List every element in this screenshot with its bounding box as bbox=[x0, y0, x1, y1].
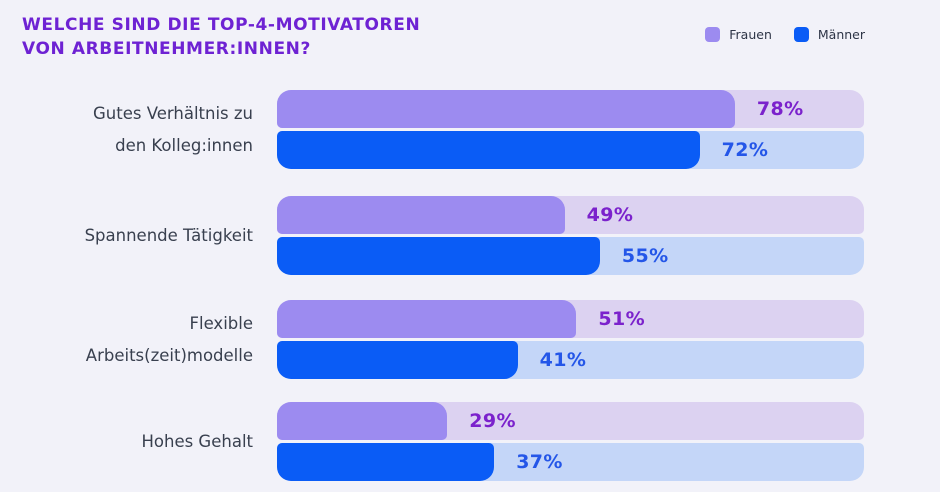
frauen-bar-fill bbox=[277, 196, 565, 234]
maenner-value-label: 41% bbox=[539, 349, 587, 371]
maenner-bar-fill bbox=[277, 237, 600, 275]
maenner-value-label: 72% bbox=[721, 139, 769, 161]
frauen-bar-track: 29% bbox=[277, 402, 864, 440]
maenner-bar-fill bbox=[277, 341, 518, 379]
legend-item-frauen: Frauen bbox=[705, 27, 772, 42]
maenner-value-label: 55% bbox=[621, 245, 669, 267]
frauen-value-label: 78% bbox=[756, 98, 804, 120]
bar-pair: 49% 55% bbox=[277, 196, 864, 275]
chart-title: WELCHE SIND DIE TOP-4-MOTIVATOREN VON AR… bbox=[22, 13, 420, 61]
maenner-bar-fill bbox=[277, 131, 700, 169]
bar-group-flexibilitaet: Flexible Arbeits(zeit)modelle 51% 41% bbox=[0, 300, 940, 379]
category-label: Hohes Gehalt bbox=[0, 426, 253, 458]
category-label-line: Flexible bbox=[189, 313, 254, 333]
category-label-line: Gutes Verhältnis zu bbox=[93, 103, 253, 123]
maenner-bar-track: 72% bbox=[277, 131, 864, 169]
category-label: Gutes Verhältnis zu den Kolleg:innen bbox=[0, 98, 253, 162]
bar-chart: Gutes Verhältnis zu den Kolleg:innen 78%… bbox=[0, 90, 940, 481]
maenner-bar-track: 55% bbox=[277, 237, 864, 275]
frauen-bar-track: 78% bbox=[277, 90, 864, 128]
frauen-color-swatch bbox=[705, 27, 721, 42]
bar-group-kollegen: Gutes Verhältnis zu den Kolleg:innen 78%… bbox=[0, 90, 940, 169]
bar-pair: 51% 41% bbox=[277, 300, 864, 379]
chart-title-line-1: WELCHE SIND DIE TOP-4-MOTIVATOREN bbox=[22, 15, 421, 35]
bar-group-gehalt: Hohes Gehalt 29% 37% bbox=[0, 402, 940, 481]
category-label-line: Hohes Gehalt bbox=[141, 431, 253, 451]
legend-item-maenner: Männer bbox=[793, 27, 865, 42]
legend-label-frauen: Frauen bbox=[729, 27, 772, 42]
frauen-bar-fill bbox=[277, 90, 735, 128]
maenner-color-swatch bbox=[793, 27, 809, 42]
category-label: Flexible Arbeits(zeit)modelle bbox=[0, 308, 253, 372]
legend: Frauen Männer bbox=[705, 27, 865, 42]
chart-title-line-2: VON ARBEITNEHMER:INNEN? bbox=[22, 39, 311, 59]
frauen-value-label: 29% bbox=[469, 410, 516, 432]
frauen-bar-track: 49% bbox=[277, 196, 864, 234]
frauen-value-label: 51% bbox=[598, 308, 646, 330]
bar-group-taetigkeit: Spannende Tätigkeit 49% 55% bbox=[0, 196, 940, 275]
frauen-bar-fill bbox=[277, 300, 577, 338]
bar-pair: 78% 72% bbox=[277, 90, 864, 169]
maenner-bar-fill bbox=[277, 443, 495, 481]
maenner-bar-track: 41% bbox=[277, 341, 864, 379]
category-label-line: Arbeits(zeit)modelle bbox=[85, 345, 253, 365]
frauen-bar-track: 51% bbox=[277, 300, 864, 338]
maenner-bar-track: 37% bbox=[277, 443, 864, 481]
frauen-bar-fill bbox=[277, 402, 448, 440]
category-label-line: Spannende Tätigkeit bbox=[84, 225, 253, 245]
maenner-value-label: 37% bbox=[516, 451, 563, 473]
frauen-value-label: 49% bbox=[586, 204, 634, 226]
category-label: Spannende Tätigkeit bbox=[0, 220, 253, 252]
legend-label-maenner: Männer bbox=[817, 27, 865, 42]
category-label-line: den Kolleg:innen bbox=[115, 135, 253, 155]
bar-pair: 29% 37% bbox=[277, 402, 864, 481]
